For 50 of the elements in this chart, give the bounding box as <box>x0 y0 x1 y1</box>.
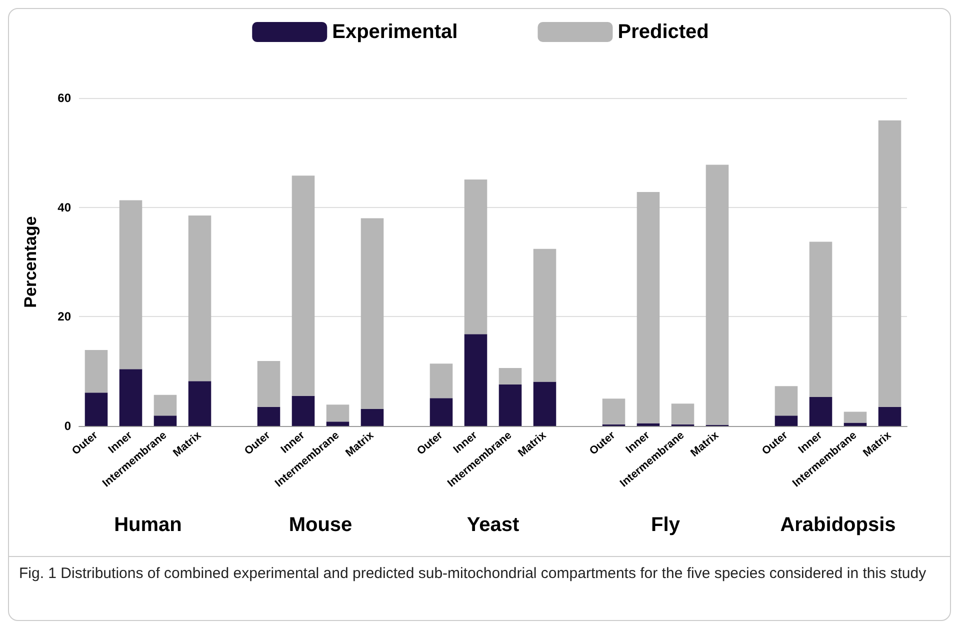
bar <box>84 350 108 393</box>
text: Arabidopsis <box>779 514 897 537</box>
legend-label: Experimental <box>332 21 458 43</box>
bar <box>844 412 867 423</box>
y-axis-title: Percentage <box>21 216 40 308</box>
bar <box>154 416 177 426</box>
bar <box>464 334 488 426</box>
bar <box>119 369 142 426</box>
bar <box>533 382 556 426</box>
bar <box>464 179 488 334</box>
bar <box>602 398 626 424</box>
bar <box>154 394 177 416</box>
bar <box>878 120 902 407</box>
bar <box>326 422 350 426</box>
bar <box>706 164 729 425</box>
text: Fly <box>650 514 681 537</box>
bar <box>326 404 350 422</box>
bar <box>533 248 556 382</box>
bar <box>292 396 315 426</box>
y-tick-label: 60 <box>58 91 72 105</box>
bar <box>774 386 798 416</box>
bar <box>84 392 108 426</box>
bar <box>360 218 384 410</box>
bar <box>498 384 522 426</box>
bar <box>257 406 280 426</box>
bar <box>498 368 522 384</box>
bar <box>119 200 142 370</box>
bar <box>878 406 902 426</box>
bar <box>636 192 660 424</box>
y-tick-label: 20 <box>58 310 72 324</box>
legend-label: Predicted <box>618 21 709 43</box>
text: Mouse <box>288 514 354 537</box>
bar <box>188 216 212 382</box>
bar <box>430 364 453 398</box>
bar <box>360 409 384 426</box>
caption: Fig. 1 Distributions of combined experimental and predicted sub-mitochondrial compartments for the five species considered in this study <box>19 564 928 584</box>
bar <box>257 360 280 407</box>
bar <box>188 381 212 426</box>
bar <box>636 423 660 426</box>
bar <box>809 242 832 398</box>
text: Human <box>113 514 183 537</box>
y-tick-label: 0 <box>64 419 72 433</box>
bar <box>774 416 798 426</box>
bar <box>292 176 315 396</box>
text: Yeast <box>466 514 520 537</box>
bar <box>844 422 867 426</box>
bar <box>809 397 832 426</box>
bar <box>430 398 453 426</box>
bar <box>671 404 694 424</box>
y-tick-label: 40 <box>58 200 72 214</box>
